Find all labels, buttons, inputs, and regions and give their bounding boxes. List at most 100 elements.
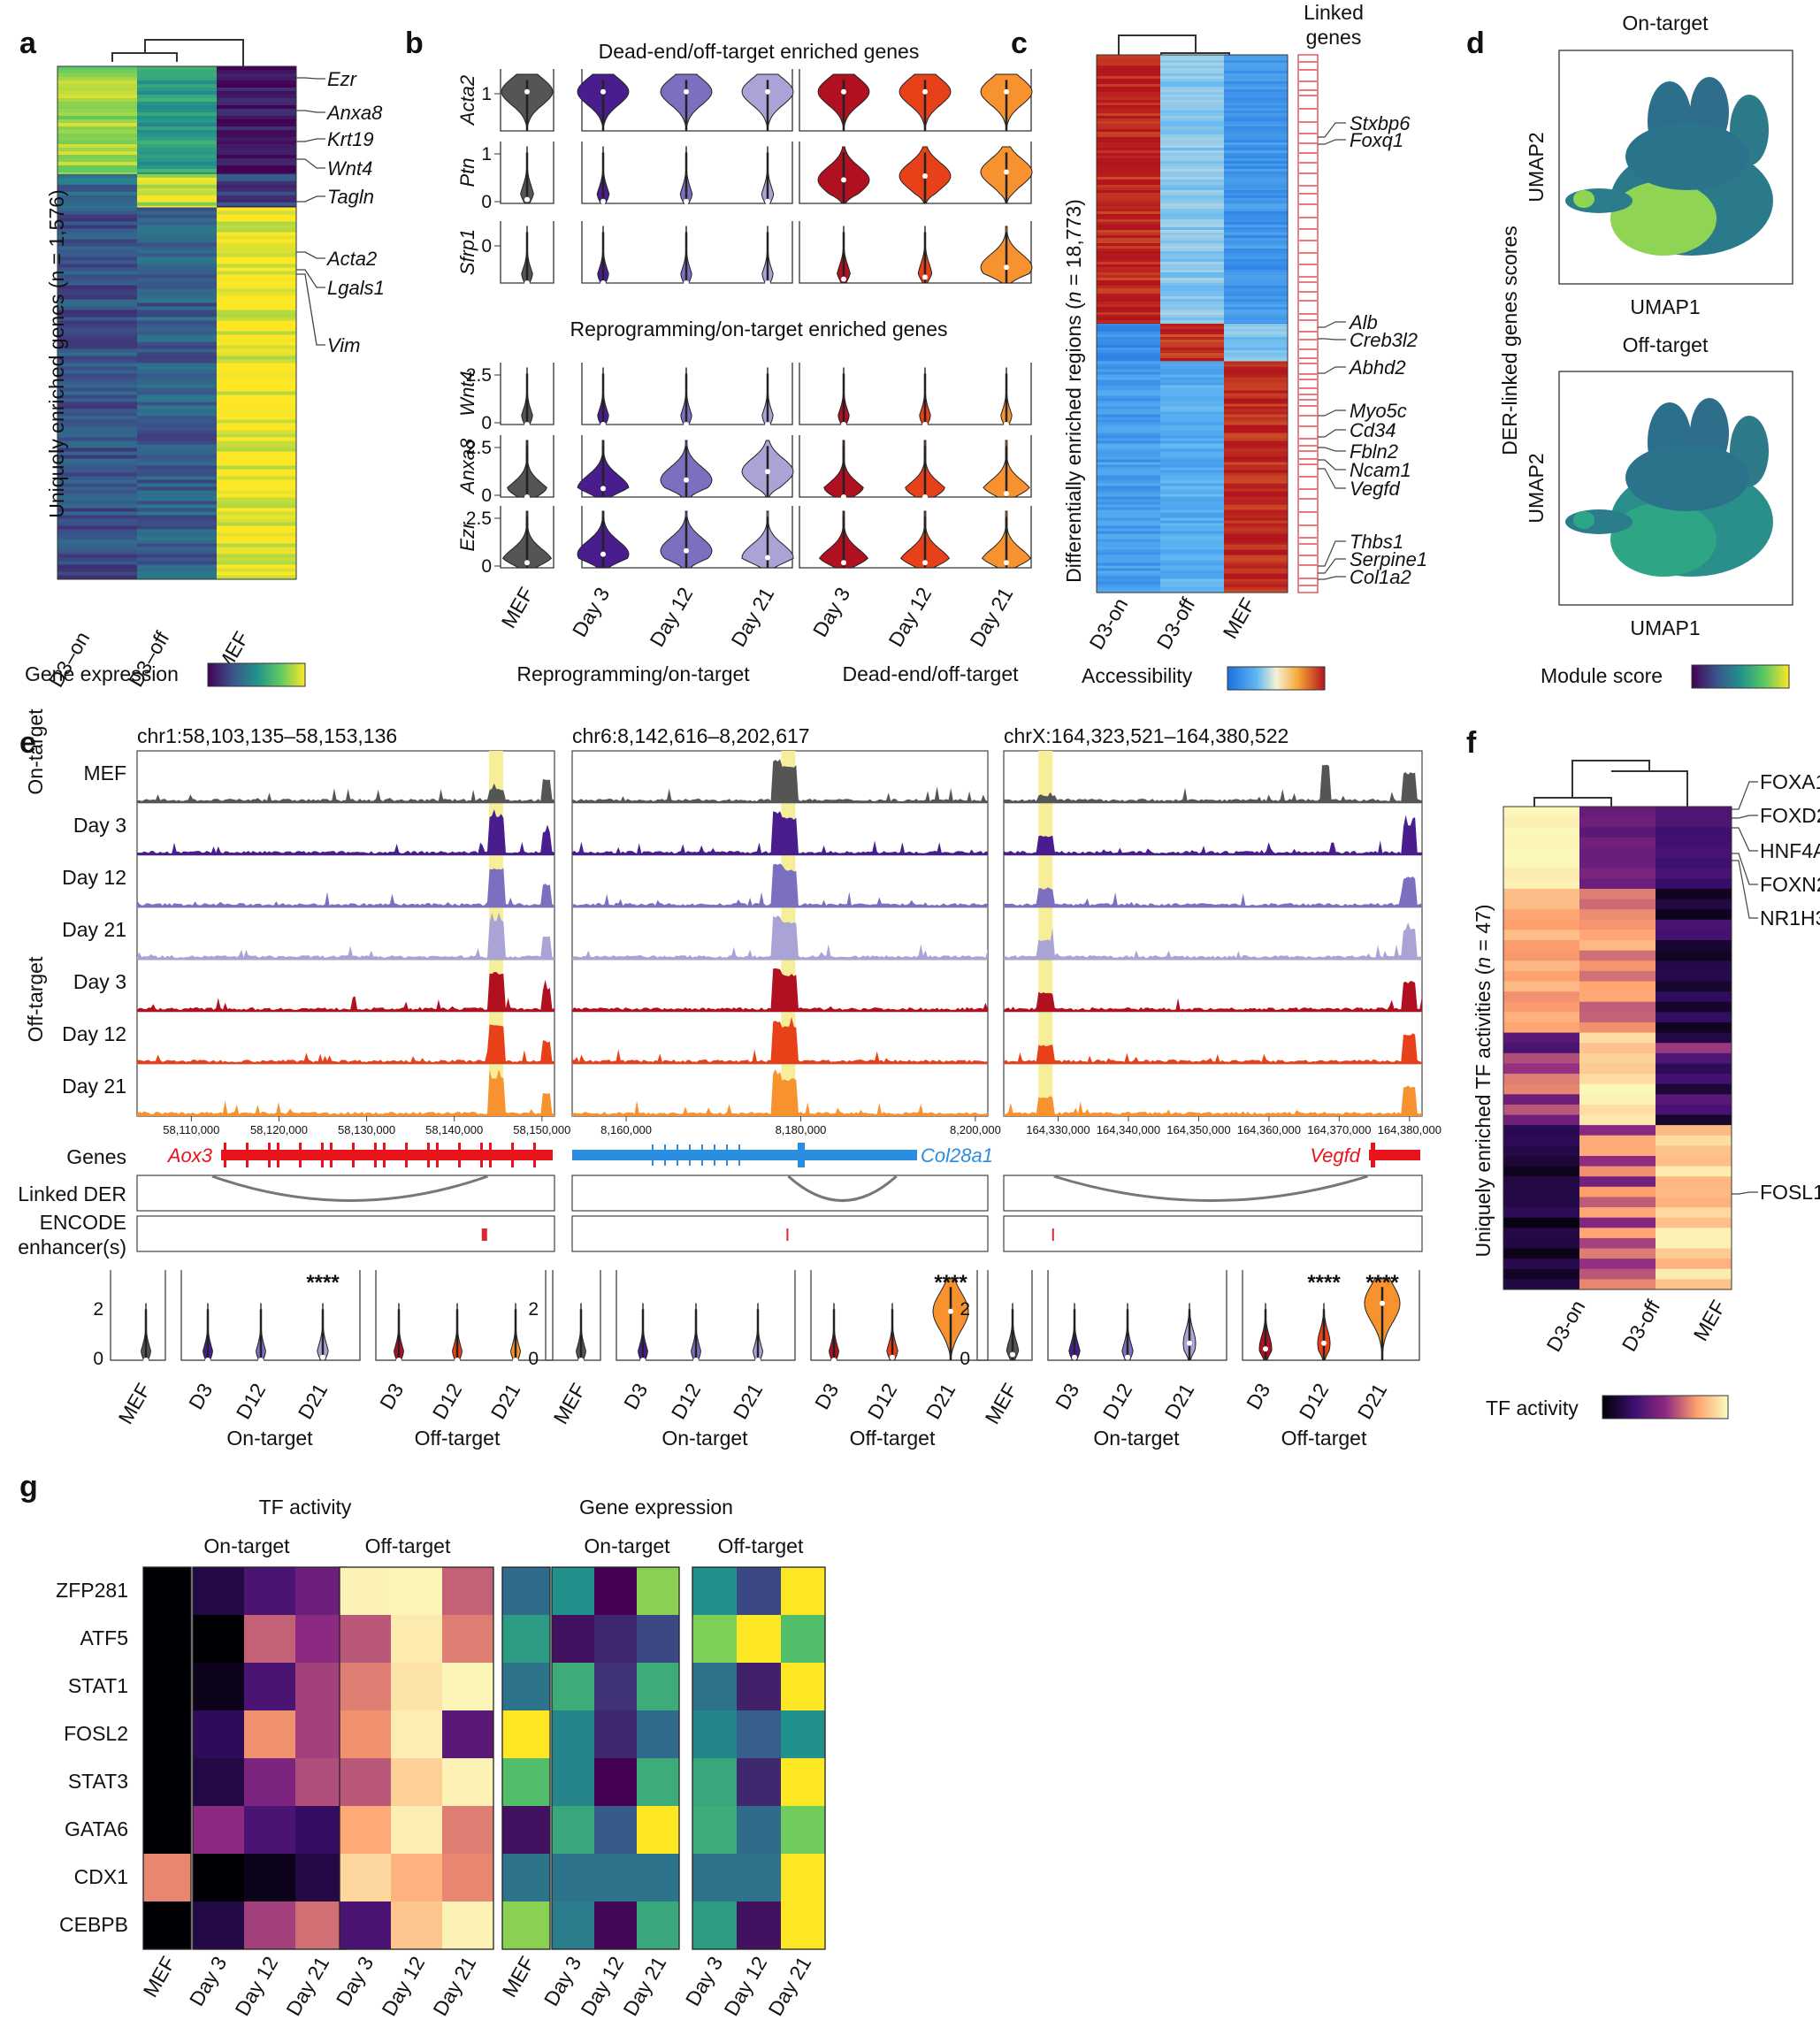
heat-cell bbox=[1224, 140, 1288, 143]
heat-cell bbox=[1160, 382, 1224, 386]
heat-cell bbox=[1097, 414, 1160, 418]
heat-cell bbox=[1097, 494, 1160, 498]
heat-cell bbox=[1656, 1032, 1732, 1044]
heat-cell bbox=[1656, 1176, 1732, 1188]
heat-cell bbox=[1224, 371, 1288, 376]
heat-cell bbox=[1097, 251, 1160, 255]
coverage-track bbox=[572, 1069, 988, 1116]
violin-median bbox=[1004, 491, 1009, 497]
umap-blob bbox=[1565, 398, 1773, 577]
heat-cell bbox=[57, 352, 137, 356]
gene-leader bbox=[1318, 558, 1346, 574]
heat-cell bbox=[1160, 259, 1224, 263]
heat-cell bbox=[57, 102, 137, 106]
heat-cell bbox=[217, 191, 296, 196]
heat-cell bbox=[217, 490, 296, 494]
genome-tick: 164,340,000 bbox=[1097, 1123, 1160, 1136]
heat-cell bbox=[1097, 467, 1160, 471]
umap-blob bbox=[1565, 77, 1773, 256]
heat-cell bbox=[217, 264, 296, 268]
tf-cell bbox=[193, 1854, 245, 1902]
heat-cell bbox=[1579, 1083, 1656, 1095]
heat-cell bbox=[137, 341, 217, 346]
expr-cell bbox=[781, 1758, 826, 1807]
heat-cell bbox=[1097, 501, 1160, 506]
gene-name: Col28a1 bbox=[921, 1144, 993, 1167]
heat-cell bbox=[137, 109, 217, 113]
heat-cell bbox=[137, 278, 217, 282]
heat-cell bbox=[1160, 278, 1224, 281]
gene-leader bbox=[296, 77, 325, 80]
heat-cell bbox=[1097, 517, 1160, 522]
heat-cell bbox=[1224, 201, 1288, 204]
heat-cell bbox=[1503, 991, 1579, 1003]
panel-letters: a b c d e f g bbox=[19, 27, 1485, 1504]
heat-cell bbox=[57, 105, 137, 110]
heat-cell bbox=[137, 539, 217, 544]
gene-leader bbox=[296, 138, 325, 142]
heat-cell bbox=[1224, 134, 1288, 138]
heat-cell bbox=[1097, 576, 1160, 580]
heat-cell bbox=[1579, 1248, 1656, 1259]
heat-cell bbox=[1160, 291, 1224, 295]
heat-cell bbox=[1097, 589, 1160, 593]
heat-cell bbox=[1656, 1248, 1732, 1259]
heat-cell bbox=[1097, 324, 1160, 327]
violin-group-label: MEF bbox=[549, 1380, 591, 1428]
heat-cell bbox=[1097, 164, 1160, 167]
heat-cell bbox=[1160, 541, 1224, 546]
heat-cell bbox=[1097, 166, 1160, 170]
row-label: ATF5 bbox=[80, 1626, 128, 1649]
expr-cell bbox=[781, 1854, 826, 1902]
heat-cell bbox=[57, 486, 137, 491]
heat-cell bbox=[137, 173, 217, 179]
heat-cell bbox=[1160, 417, 1224, 421]
heat-cell bbox=[1097, 382, 1160, 386]
heat-cell bbox=[1160, 214, 1224, 218]
heat-cell bbox=[57, 320, 137, 325]
heat-cell bbox=[1160, 419, 1224, 424]
violin-group-label: Day 12 bbox=[645, 584, 697, 651]
heat-cell bbox=[1160, 480, 1224, 485]
heat-cell bbox=[1097, 264, 1160, 268]
expr-cell bbox=[737, 1806, 782, 1855]
heat-cell bbox=[57, 405, 137, 409]
heat-cell bbox=[1160, 432, 1224, 437]
heat-cell bbox=[1097, 539, 1160, 543]
gene-leader bbox=[1318, 338, 1346, 340]
violin-median bbox=[524, 494, 530, 500]
heat-cell bbox=[57, 306, 137, 310]
heat-cell bbox=[57, 543, 137, 547]
heat-cell bbox=[57, 70, 137, 74]
gene-name: Vegfd bbox=[1310, 1144, 1360, 1167]
heat-cell bbox=[217, 564, 296, 569]
violin-ytick: 2.5 bbox=[466, 509, 492, 529]
heat-cell bbox=[137, 246, 217, 250]
heat-cell bbox=[1097, 562, 1160, 567]
violin-frame bbox=[799, 506, 1032, 569]
heat-cell bbox=[1160, 63, 1224, 66]
violin-group-label: D3 bbox=[810, 1380, 843, 1413]
panel-f-colorbar-label: TF activity bbox=[1486, 1396, 1579, 1419]
coverage-track bbox=[572, 863, 988, 907]
heat-cell bbox=[137, 137, 217, 142]
heat-cell bbox=[137, 504, 217, 509]
heat-cell bbox=[1224, 480, 1288, 485]
tf-cell bbox=[244, 1567, 296, 1616]
heat-cell bbox=[1224, 432, 1288, 437]
heat-cell bbox=[137, 210, 217, 215]
expr-cell bbox=[692, 1806, 738, 1855]
heat-cell bbox=[1097, 225, 1160, 228]
heat-cell bbox=[1224, 89, 1288, 93]
violin-frame bbox=[799, 69, 1032, 132]
heat-cell bbox=[1656, 981, 1732, 992]
violin-median bbox=[205, 1358, 210, 1363]
heat-cell bbox=[1160, 65, 1224, 69]
heat-cell bbox=[1160, 320, 1224, 324]
heat-cell bbox=[1224, 262, 1288, 265]
gene-leader bbox=[1318, 576, 1346, 580]
tf-col-label: Day 3 bbox=[332, 1953, 379, 2010]
tf-cell bbox=[193, 1567, 245, 1616]
umap-tip bbox=[1573, 190, 1594, 208]
heat-cell bbox=[1097, 132, 1160, 135]
